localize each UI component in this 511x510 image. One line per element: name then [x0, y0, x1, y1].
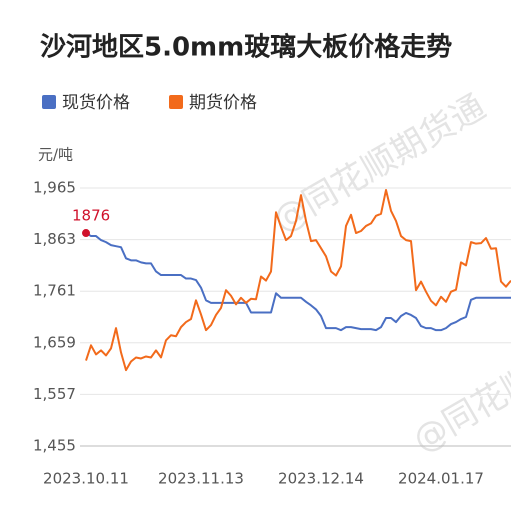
chart-title: 沙河地区5.0mm玻璃大板价格走势 — [40, 32, 452, 63]
y-tick-label: 1,455 — [33, 437, 76, 455]
legend-label: 期货价格 — [189, 93, 257, 113]
x-tick-label: 2023.12.14 — [278, 470, 364, 488]
x-tick-label: 2023.11.13 — [158, 470, 244, 488]
y-tick-label: 1,659 — [33, 333, 76, 351]
watermark: @同花顺期货通 — [266, 87, 492, 241]
y-unit: 元/吨 — [38, 146, 73, 164]
y-tick-label: 1,761 — [33, 282, 76, 300]
y-tick-label: 1,965 — [33, 179, 76, 197]
legend-label: 现货价格 — [62, 93, 130, 113]
series-line — [85, 189, 511, 372]
annotation-point — [82, 229, 90, 238]
y-tick-label: 1,863 — [33, 230, 76, 248]
legend-swatch — [169, 95, 183, 109]
annotation-label: 1876 — [72, 207, 110, 225]
y-tick-label: 1,557 — [33, 385, 76, 403]
x-tick-label: 2024.01.17 — [398, 470, 484, 488]
series-line — [85, 232, 511, 332]
legend-swatch — [42, 95, 56, 109]
watermark: @同花顺期货通 — [406, 307, 511, 461]
x-tick-label: 2023.10.11 — [43, 470, 129, 488]
